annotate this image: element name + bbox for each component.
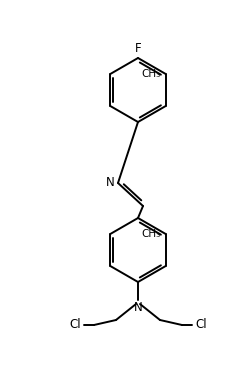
Text: N: N [106, 177, 115, 189]
Text: N: N [134, 301, 142, 314]
Text: CH₃: CH₃ [142, 229, 161, 239]
Text: Cl: Cl [195, 319, 207, 332]
Text: CH₃: CH₃ [142, 69, 161, 79]
Text: F: F [135, 42, 141, 55]
Text: Cl: Cl [69, 319, 81, 332]
